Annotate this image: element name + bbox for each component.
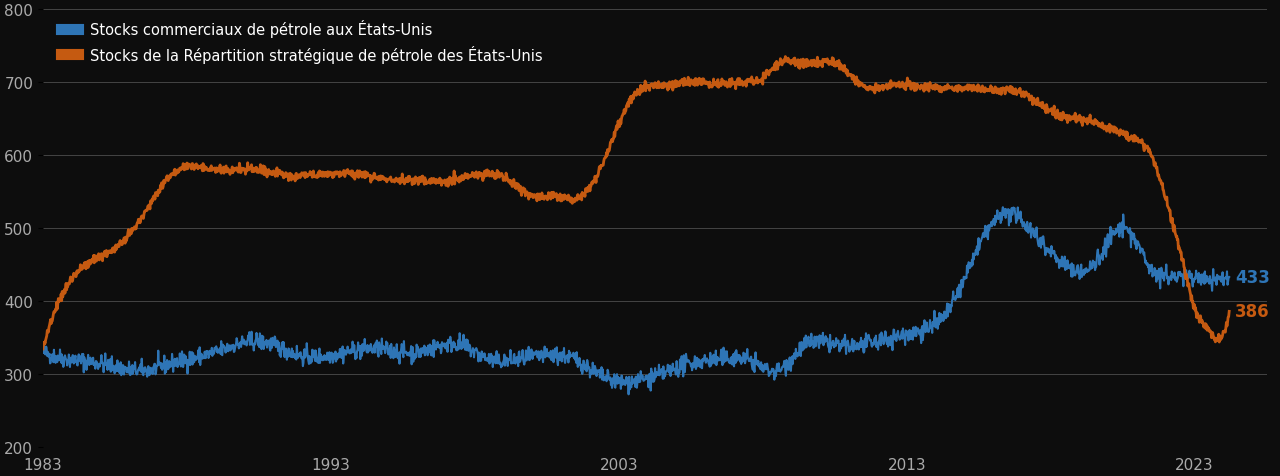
Text: 433: 433 <box>1235 268 1270 287</box>
Legend: Stocks commerciaux de pétrole aux États-Unis, Stocks de la Répartition stratégiq: Stocks commerciaux de pétrole aux États-… <box>55 14 549 69</box>
Text: 386: 386 <box>1235 303 1270 321</box>
